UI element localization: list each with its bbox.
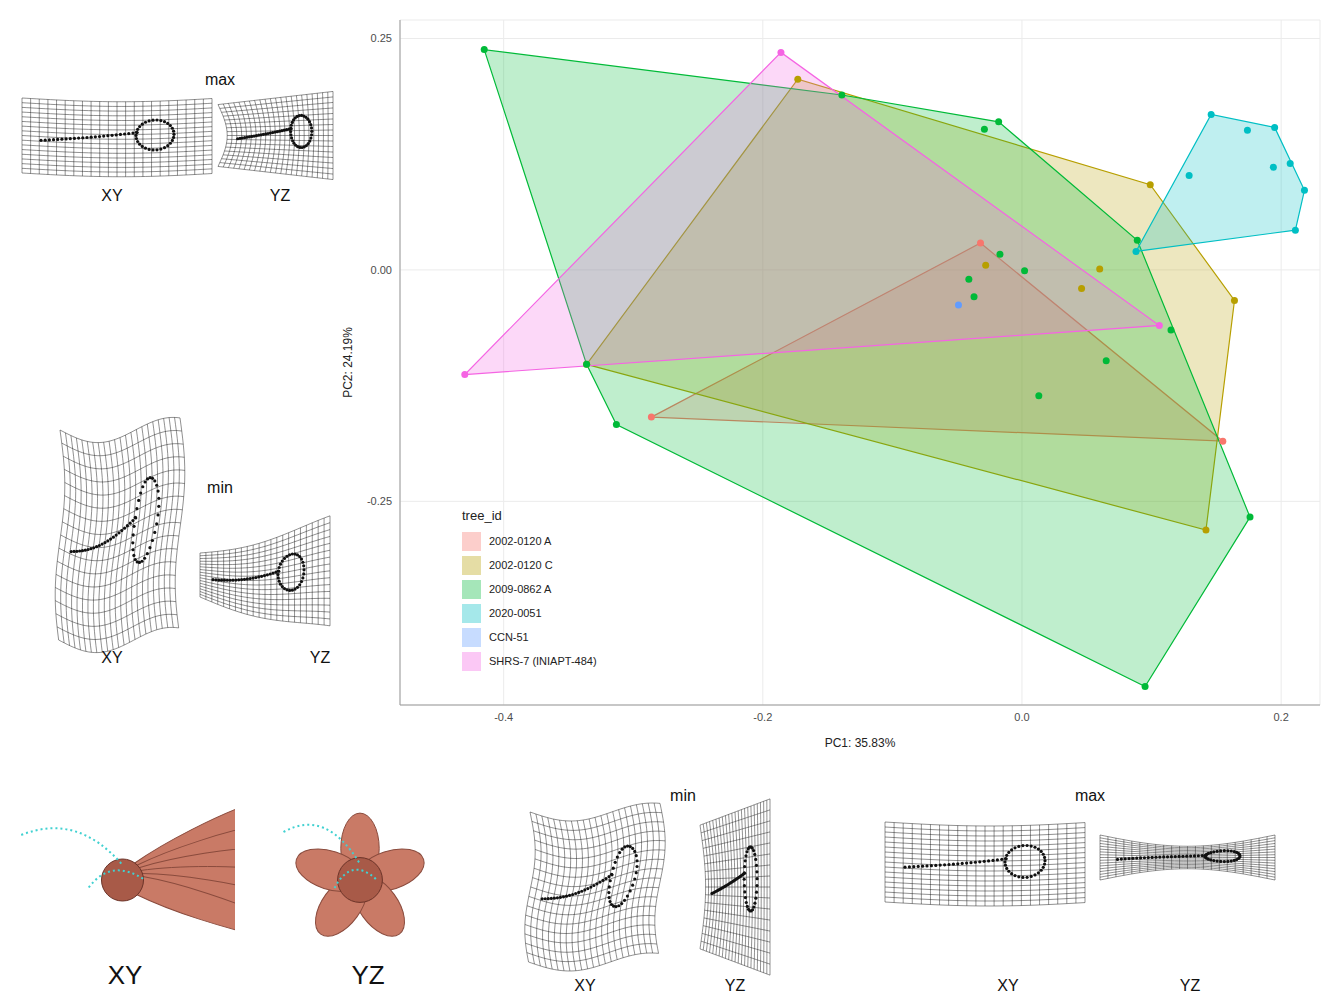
html-text:XY: XY (997, 977, 1019, 994)
html-text:XY: XY (107, 960, 143, 990)
svg-text:-0.4: -0.4 (494, 711, 513, 723)
html-text:YZ: YZ (724, 977, 746, 994)
html-text:max: max (204, 71, 236, 88)
html-text:YZ: YZ (269, 187, 291, 204)
html-text:XY: XY (574, 977, 596, 994)
html-text:min: min (207, 479, 233, 496)
html-text:min: min (670, 787, 696, 804)
html-text:2002-0120 C: 2002-0120 C (489, 559, 553, 571)
svg-text:0.0: 0.0 (1014, 711, 1029, 723)
html-text:XY: XY (101, 187, 123, 204)
html-text:YZ: YZ (351, 960, 385, 990)
html-text:2002-0120 A: 2002-0120 A (489, 535, 552, 547)
svg-text:0.2: 0.2 (1273, 711, 1288, 723)
html-text:2020-0051: 2020-0051 (489, 607, 542, 619)
html-text:CCN-51: CCN-51 (489, 631, 529, 643)
svg-text:PC1: 35.83%: PC1: 35.83% (825, 736, 896, 750)
svg-text:0.25: 0.25 (371, 32, 392, 44)
svg-text:PC2: 24.19%: PC2: 24.19% (341, 327, 355, 398)
html-text:2009-0862 A: 2009-0862 A (489, 583, 552, 595)
html-text:YZ: YZ (1179, 977, 1201, 994)
svg-text:-0.2: -0.2 (753, 711, 772, 723)
html-text:max: max (1074, 787, 1106, 804)
html-text:tree_id: tree_id (462, 508, 502, 523)
html-text:SHRS-7 (INIAPT-484): SHRS-7 (INIAPT-484) (489, 655, 597, 667)
html-text:YZ: YZ (309, 649, 331, 666)
svg-text:-0.25: -0.25 (367, 495, 392, 507)
svg-text:0.00: 0.00 (371, 264, 392, 276)
html-text:XY: XY (101, 649, 123, 666)
